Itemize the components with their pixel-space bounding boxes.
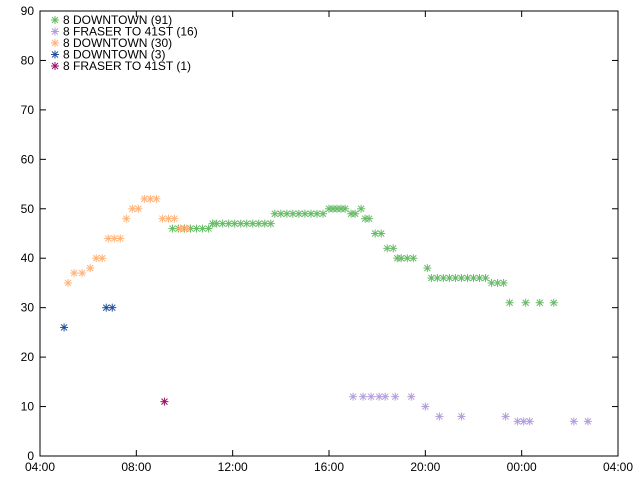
data-point [212, 219, 221, 228]
data-point [168, 224, 177, 233]
data-point [349, 392, 358, 401]
legend-marker [51, 16, 59, 24]
legend-marker [51, 39, 59, 47]
data-point [389, 244, 398, 253]
x-tick-label: 08:00 [121, 460, 151, 474]
y-tick-label: 60 [21, 152, 35, 166]
data-point [409, 254, 418, 263]
data-point [407, 392, 416, 401]
data-point [92, 254, 101, 263]
y-tick-label: 80 [21, 53, 35, 67]
data-point [501, 412, 510, 421]
data-point [318, 209, 327, 218]
data-point [306, 209, 315, 218]
data-point [423, 264, 432, 273]
data-point [276, 209, 285, 218]
x-tick-label: 04:00 [25, 460, 55, 474]
data-point [569, 417, 578, 426]
data-point [122, 214, 131, 223]
data-point [357, 204, 366, 213]
data-point [134, 204, 143, 213]
data-point [108, 303, 117, 312]
data-point [64, 278, 73, 287]
data-point [160, 397, 169, 406]
y-tick-label: 0 [27, 449, 34, 463]
data-point [70, 269, 79, 278]
y-tick-label: 40 [21, 251, 35, 265]
data-point [78, 269, 87, 278]
data-point [499, 278, 508, 287]
data-point [351, 209, 360, 218]
data-point [204, 224, 213, 233]
data-point [525, 417, 534, 426]
data-point [391, 392, 400, 401]
data-point [583, 417, 592, 426]
data-point [266, 219, 275, 228]
y-tick-label: 90 [21, 4, 35, 18]
data-point [170, 214, 179, 223]
data-point [469, 274, 478, 282]
legend-entry-label: 8 DOWNTOWN (91) [63, 13, 172, 27]
legend-entry-label: 8 DOWNTOWN (30) [63, 36, 172, 50]
legend-marker [51, 50, 59, 59]
data-point [481, 274, 490, 282]
data-point [152, 194, 161, 203]
legend-entry-label: 8 FRASER TO 41ST (1) [63, 59, 191, 73]
data-point [86, 264, 95, 273]
x-tick-label: 04:00 [603, 460, 633, 474]
data-point [359, 392, 368, 401]
data-point [128, 204, 137, 213]
data-point [98, 254, 107, 263]
data-point [377, 229, 386, 238]
x-tick-label: 12:00 [218, 460, 248, 474]
data-point [381, 392, 390, 401]
legend-entry-label: 8 FRASER TO 41ST (16) [63, 25, 198, 39]
data-point [435, 412, 444, 421]
data-point [535, 298, 544, 307]
axis-ticks: 0 10 20 30 40 50 60 70 80 90 04:00 08:00 12:00 16:00 2… [21, 4, 634, 474]
plot-frame [39, 10, 619, 457]
data-points [60, 194, 592, 426]
data-point [521, 298, 530, 307]
y-tick-label: 50 [21, 202, 35, 216]
x-tick-label: 20:00 [410, 460, 440, 474]
data-point [341, 204, 350, 213]
data-point [421, 402, 430, 411]
data-point [505, 298, 514, 307]
data-point [146, 194, 155, 203]
data-point [549, 298, 558, 307]
data-point [397, 254, 406, 263]
y-tick-label: 70 [21, 103, 35, 117]
data-point [116, 234, 125, 243]
legend: 8 DOWNTOWN (91)8 FRASER TO 41ST (16)8 DO… [51, 13, 198, 73]
data-point [182, 224, 191, 233]
data-point [300, 209, 309, 218]
x-tick-label: 00:00 [507, 460, 537, 474]
y-tick-label: 20 [21, 350, 35, 364]
data-point [493, 278, 502, 287]
legend-entry-label: 8 DOWNTOWN (3) [63, 48, 165, 62]
data-point [365, 214, 374, 223]
y-tick-label: 10 [21, 400, 35, 414]
data-point [367, 392, 376, 401]
data-point [198, 224, 207, 233]
x-tick-label: 16:00 [314, 460, 344, 474]
data-point [242, 219, 251, 228]
data-point [60, 323, 69, 332]
data-point [312, 209, 321, 218]
data-point [104, 234, 113, 243]
y-tick-label: 30 [21, 301, 35, 315]
legend-marker [51, 27, 59, 36]
legend-marker [51, 62, 59, 70]
data-point [457, 412, 466, 421]
